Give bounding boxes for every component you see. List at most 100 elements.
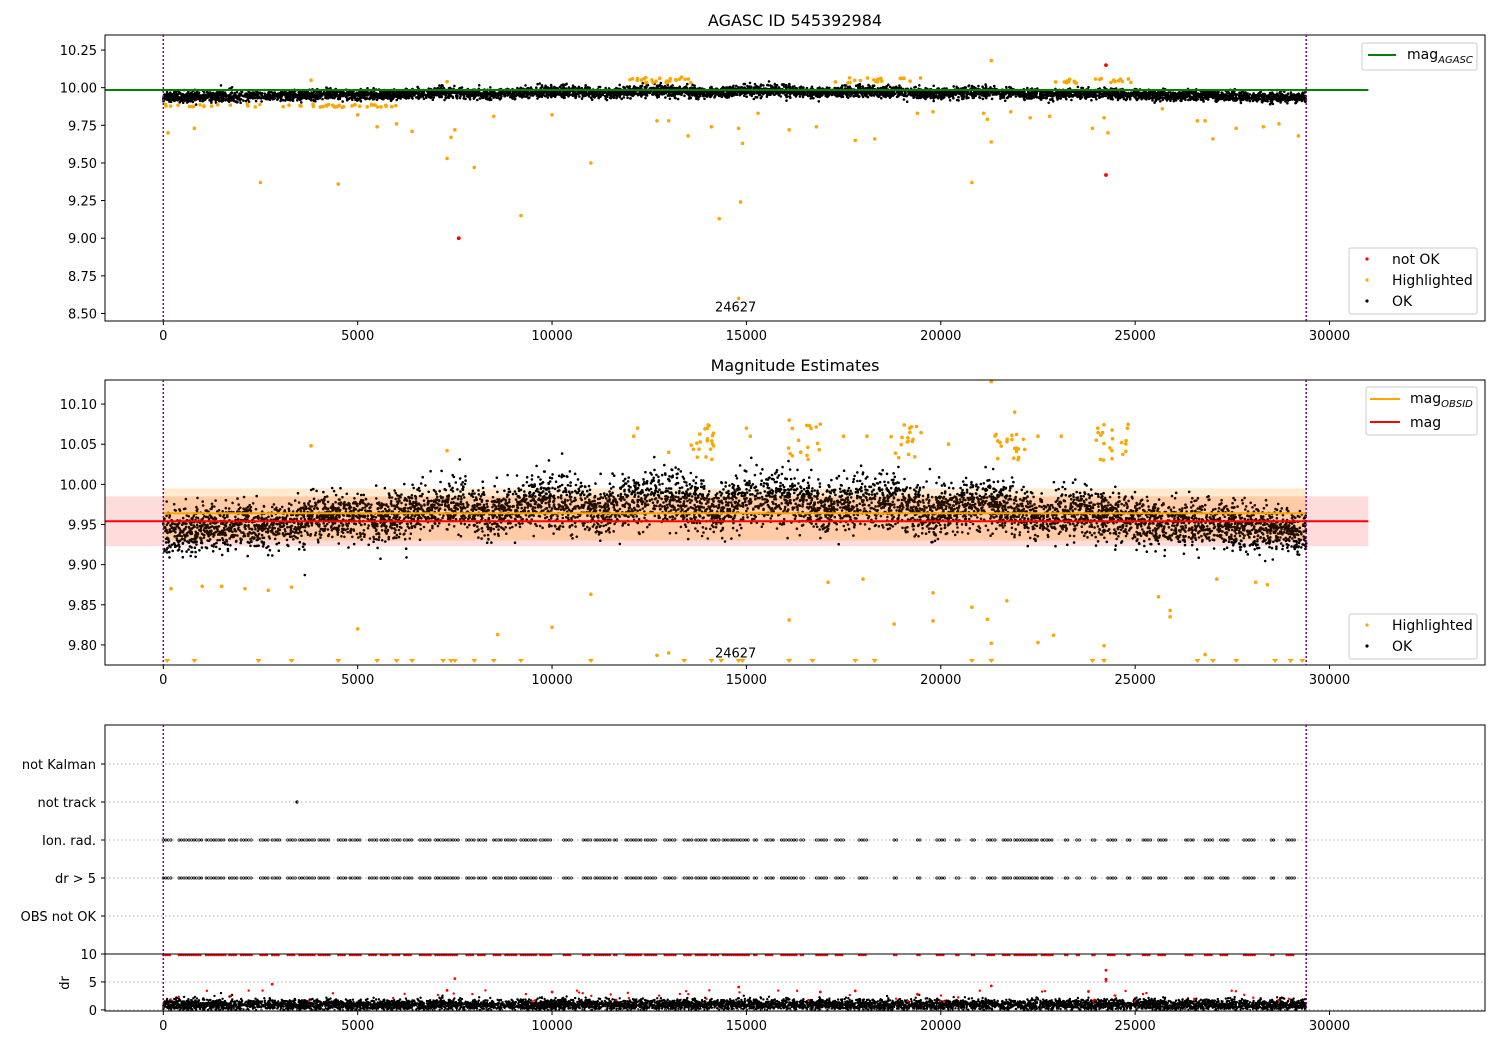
ok-points <box>162 80 1308 106</box>
highlighted-point <box>311 102 315 107</box>
highlighted-point <box>1108 446 1112 450</box>
highlighted-point <box>705 426 710 431</box>
dr-not-ok-point <box>575 989 579 992</box>
highlighted-point <box>1012 410 1017 414</box>
dr-not-ok-clipped-point <box>646 953 649 957</box>
dr-not-ok-clipped-point <box>455 953 459 957</box>
highlighted-point <box>1203 652 1207 657</box>
dr-not-ok-clipped-point <box>1128 953 1131 957</box>
dr-not-ok-clipped-point <box>1108 953 1112 957</box>
dr-not-ok-clipped-point <box>186 953 189 957</box>
dr-not-ok-clipped-point <box>703 953 706 957</box>
dr-not-ok-clipped-point <box>1021 953 1025 957</box>
dr-not-ok-clipped-point <box>217 953 221 957</box>
dr-not-ok-clipped-point <box>341 953 344 957</box>
y-tick-label: 9.25 <box>68 195 97 210</box>
dr-not-ok-point <box>938 1000 942 1003</box>
dr-not-ok-clipped-point <box>1113 953 1116 957</box>
highlighted-point <box>738 200 743 204</box>
dr-not-ok-clipped-point <box>862 953 865 957</box>
dr-not-ok-clipped-point <box>683 953 686 957</box>
dr-not-ok-point <box>1145 991 1148 995</box>
dr-not-ok-point <box>1141 992 1145 996</box>
x-tick-label: 10000 <box>531 673 572 688</box>
dr-not-ok-clipped-point <box>397 953 401 957</box>
dr-not-ok-point <box>436 993 440 997</box>
highlighted-point <box>1053 80 1058 84</box>
highlighted-below-marker <box>718 659 725 663</box>
highlighted-point <box>744 426 749 430</box>
dr-not-ok-clipped-point <box>784 953 787 957</box>
x-tick-label: 0 <box>159 1019 167 1034</box>
dr-not-ok-clipped-point <box>1221 953 1225 957</box>
highlighted-point <box>679 75 684 79</box>
dr-not-ok-point <box>452 992 455 995</box>
highlighted-point <box>804 423 809 428</box>
dr-not-ok-clipped-point <box>224 953 227 957</box>
highlighted-point <box>639 78 644 82</box>
dr-not-ok-clipped-point <box>766 953 770 957</box>
highlighted-point <box>352 102 357 107</box>
highlighted-point <box>1093 77 1098 81</box>
dr-not-ok-clipped-point <box>1111 953 1114 957</box>
highlighted-point <box>861 577 865 581</box>
highlighted-below-marker <box>451 659 458 663</box>
flag-category-label: dr > 5 <box>55 872 96 887</box>
dr-not-ok-point <box>627 996 631 1000</box>
dr-not-ok-point <box>1104 977 1108 981</box>
dr-not-ok-clipped-point <box>275 953 278 957</box>
dr-not-ok-clipped-point <box>584 953 587 957</box>
dr-not-ok-point <box>777 989 780 992</box>
dr-not-ok-clipped-point <box>747 953 750 957</box>
dr-not-ok-clipped-point <box>530 953 533 957</box>
dr-not-ok-clipped-point <box>939 953 943 957</box>
highlighted-point <box>200 584 204 589</box>
dr-not-ok-clipped-point <box>479 953 482 957</box>
highlighted-point <box>1014 432 1019 437</box>
dr-not-ok-clipped-point <box>1163 953 1167 957</box>
highlighted-point <box>1005 439 1009 444</box>
highlighted-point <box>449 135 453 140</box>
x-tick-label: 10000 <box>531 329 572 344</box>
dr-not-ok-clipped-point <box>317 953 321 957</box>
highlighted-point <box>818 422 823 426</box>
highlighted-point <box>1119 440 1124 445</box>
dr-not-ok-clipped-point <box>705 953 708 957</box>
highlighted-point <box>814 125 819 129</box>
highlighted-point <box>445 448 449 453</box>
dr-not-ok-clipped-point <box>644 953 647 957</box>
highlighted-point <box>355 627 360 631</box>
dr-not-ok-point <box>391 996 395 1000</box>
dr-not-ok-point <box>609 993 612 996</box>
dr-not-ok-clipped-point <box>624 953 628 957</box>
dr-not-ok-clipped-point <box>1272 953 1275 957</box>
dr-not-ok-clipped-point <box>1184 953 1187 957</box>
highlighted-point <box>906 435 910 440</box>
dr-not-ok-clipped-point <box>304 953 307 957</box>
highlighted-point <box>841 434 846 438</box>
dr-not-ok-clipped-point <box>615 953 618 957</box>
highlighted-below-marker <box>393 659 400 663</box>
dr-not-ok-clipped-point <box>918 953 921 957</box>
x-tick-label: 15000 <box>726 673 767 688</box>
y-tick-label: 9.50 <box>68 157 97 172</box>
dr-not-ok-clipped-point <box>1044 953 1048 957</box>
highlighted-point <box>709 125 714 129</box>
dr-not-ok-clipped-point <box>196 953 200 957</box>
dr-not-ok-point <box>270 982 274 986</box>
dr-not-ok-point <box>403 992 406 996</box>
dr-not-ok-clipped-point <box>393 953 396 957</box>
dr-not-ok-clipped-point <box>1253 953 1256 957</box>
obsid-annotation: 24627 <box>715 646 756 661</box>
dr-not-ok-clipped-point <box>1106 953 1110 957</box>
dr-not-ok-clipped-point <box>687 953 690 957</box>
dr-not-ok-clipped-point <box>1001 953 1005 957</box>
flag-category-label: not Kalman <box>22 758 96 773</box>
dr-not-ok-clipped-point <box>1143 953 1147 957</box>
dr-not-ok-clipped-point <box>539 953 542 957</box>
dr-not-ok-clipped-point <box>418 953 422 957</box>
flag-category-label: not track <box>37 796 96 811</box>
dr-not-ok-clipped-point <box>471 953 475 957</box>
dr-not-ok-clipped-point <box>204 953 208 957</box>
